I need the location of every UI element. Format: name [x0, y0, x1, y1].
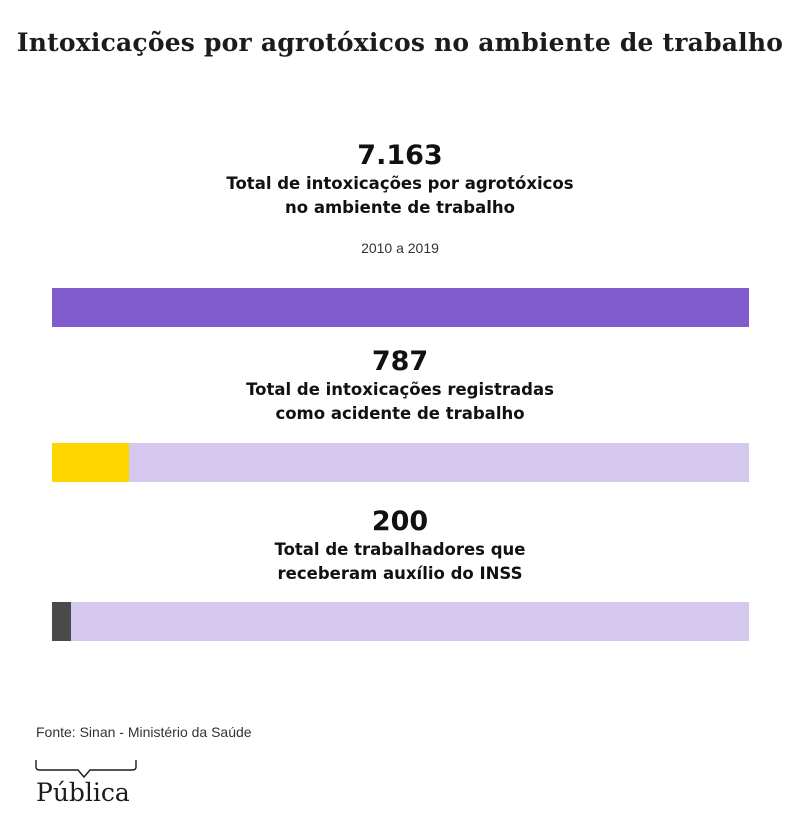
stat-block-acidente: 787 Total de intoxicações registradas co… [0, 346, 800, 426]
category-label-acidente-line2: como acidente de trabalho [275, 404, 525, 423]
value-label-total: 7.163 [357, 140, 443, 171]
bar-inss [52, 602, 72, 641]
category-label-total-line2: no ambiente de trabalho [285, 198, 515, 217]
period-label: 2010 a 2019 [361, 240, 439, 256]
bar-track-acidente [52, 443, 749, 482]
chart-title: Intoxicações por agrotóxicos no ambiente… [16, 28, 784, 57]
category-label-inss-line2: receberam auxílio do INSS [277, 564, 523, 583]
category-label-inss-line1: Total de trabalhadores que [274, 540, 526, 559]
category-label-total-line1: Total de intoxicações por agrotóxicos [226, 174, 574, 193]
value-label-acidente: 787 [371, 346, 429, 377]
value-label-inss: 200 [371, 506, 429, 537]
stat-block-inss: 200 Total de trabalhadores que receberam… [0, 506, 800, 586]
bar-track-inss [52, 602, 749, 641]
brand-name: Pública [36, 778, 130, 807]
speech-bracket-icon [35, 760, 137, 779]
source-note: Fonte: Sinan - Ministério da Saúde [36, 724, 252, 740]
bar-track-total [52, 288, 749, 327]
stat-block-total: 7.163 Total de intoxicações por agrotóxi… [0, 140, 800, 220]
bar-acidente [52, 443, 129, 482]
publica-logo: Pública [34, 758, 144, 808]
bar-total [52, 288, 749, 327]
category-label-acidente-line1: Total de intoxicações registradas [246, 380, 554, 399]
